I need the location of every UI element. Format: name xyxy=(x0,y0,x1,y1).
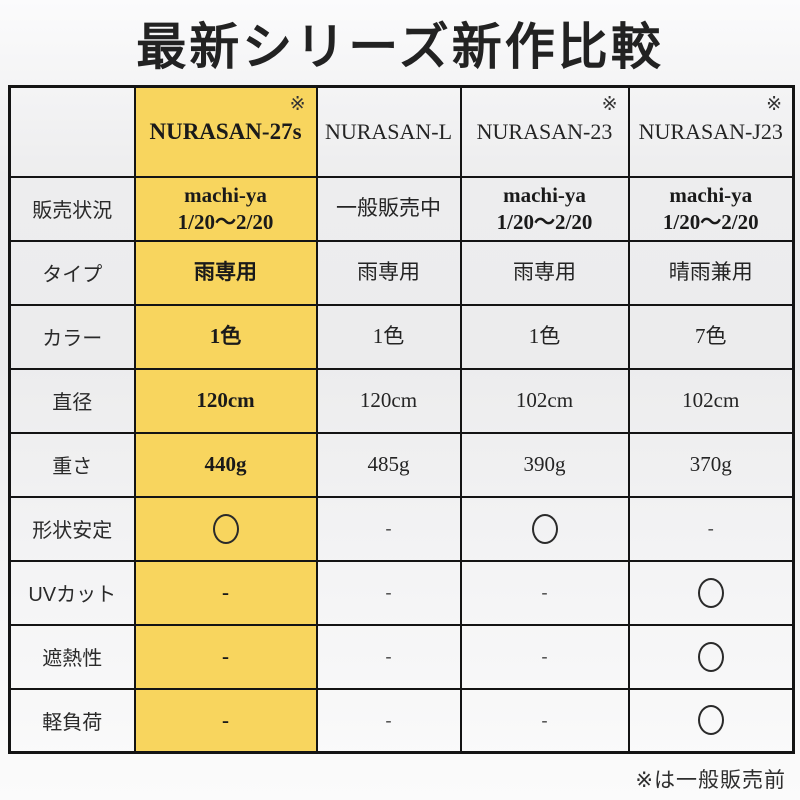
value-cell: 120cm xyxy=(315,367,462,434)
value-cell: 440g xyxy=(133,431,318,498)
product-name: NURASAN-L xyxy=(324,118,453,144)
table-row: カラー 1色 1色 1色 7色 xyxy=(8,303,795,370)
value-cell: - xyxy=(133,559,318,626)
table-row: タイプ 雨専用 雨専用 雨専用 晴雨兼用 xyxy=(8,239,795,306)
value-cell: - xyxy=(459,687,630,754)
circle-mark xyxy=(212,513,239,544)
value-cell xyxy=(627,623,795,690)
value-cell: - xyxy=(459,559,630,626)
row-label: 形状安定 xyxy=(8,495,136,562)
comparison-table: ※ NURASAN-27s NURASAN-L ※ NURASAN-23 ※ NURASAN… xyxy=(8,85,795,754)
table-row: 形状安定 - - xyxy=(8,495,795,562)
row-label: UVカット xyxy=(8,559,136,626)
product-header: ※ NURASAN-J23 xyxy=(627,85,795,178)
table-header: ※ NURASAN-27s NURASAN-L ※ NURASAN-23 ※ NURASAN… xyxy=(8,85,795,178)
circle-mark xyxy=(697,577,724,608)
value-cell: 1色 xyxy=(315,303,462,370)
value-cell: 晴雨兼用 xyxy=(627,239,795,306)
value-cell: - xyxy=(315,559,462,626)
table-row: 軽負荷 - - - xyxy=(8,687,795,754)
table-row: 遮熱性 - - - xyxy=(8,623,795,690)
table-row: 重さ 440g 485g 390g 370g xyxy=(8,431,795,498)
value-cell: - xyxy=(315,623,462,690)
value-cell: 雨専用 xyxy=(315,239,462,306)
product-header: NURASAN-L xyxy=(315,85,462,178)
circle-mark xyxy=(697,705,724,736)
corner-cell xyxy=(8,85,136,178)
circle-mark xyxy=(531,513,558,544)
product-header: ※ NURASAN-27s xyxy=(133,85,318,178)
value-cell: 1色 xyxy=(459,303,630,370)
value-cell: 1色 xyxy=(133,303,318,370)
value-cell: 102cm xyxy=(627,367,795,434)
pre-release-mark: ※ xyxy=(289,94,306,115)
value-cell: - xyxy=(133,687,318,754)
value-cell: - xyxy=(627,495,795,562)
value-cell: 雨専用 xyxy=(459,239,630,306)
value-cell: 102cm xyxy=(459,367,630,434)
product-header: ※ NURASAN-23 xyxy=(459,85,630,178)
row-label: タイプ xyxy=(8,239,136,306)
table-row: UVカット - - - xyxy=(8,559,795,626)
value-cell xyxy=(627,687,795,754)
value-cell xyxy=(133,495,318,562)
value-cell: 7色 xyxy=(627,303,795,370)
product-name: NURASAN-23 xyxy=(476,118,613,144)
row-label: 遮熱性 xyxy=(8,623,136,690)
value-cell: 120cm xyxy=(133,367,318,434)
row-label: 販売状況 xyxy=(8,175,136,242)
row-label: 軽負荷 xyxy=(8,687,136,754)
pre-release-mark: ※ xyxy=(766,94,782,115)
value-cell: - xyxy=(315,687,462,754)
row-label: 重さ xyxy=(8,431,136,498)
table-row: 販売状況 machi-ya 1/20〜2/20 一般販売中 machi-ya 1/20… xyxy=(8,175,795,242)
value-cell: 370g xyxy=(627,431,795,498)
row-label: カラー xyxy=(8,303,136,370)
value-cell xyxy=(627,559,795,626)
value-cell: 390g xyxy=(459,431,630,498)
product-name: NURASAN-27s xyxy=(149,118,302,144)
product-name: NURASAN-J23 xyxy=(638,118,783,144)
value-cell: - xyxy=(459,623,630,690)
table-row: 直径 120cm 120cm 102cm 102cm xyxy=(8,367,795,434)
circle-mark xyxy=(697,641,724,672)
table-body: 販売状況 machi-ya 1/20〜2/20 一般販売中 machi-ya 1/20… xyxy=(8,175,795,754)
value-cell: machi-ya 1/20〜2/20 xyxy=(459,175,630,242)
value-cell: 485g xyxy=(315,431,462,498)
row-label: 直径 xyxy=(8,367,136,434)
value-cell: 雨専用 xyxy=(133,239,318,306)
pre-release-mark: ※ xyxy=(601,94,618,115)
value-cell: - xyxy=(133,623,318,690)
header-row: ※ NURASAN-27s NURASAN-L ※ NURASAN-23 ※ NURASAN… xyxy=(8,85,795,178)
table-wrap: ※ NURASAN-27s NURASAN-L ※ NURASAN-23 ※ NURASAN… xyxy=(8,85,795,754)
value-cell: machi-ya 1/20〜2/20 xyxy=(133,175,318,242)
value-cell xyxy=(459,495,630,562)
footnote: ※は一般販売前 xyxy=(635,769,786,792)
value-cell: machi-ya 1/20〜2/20 xyxy=(627,175,795,242)
value-cell: 一般販売中 xyxy=(315,175,462,242)
page-title: 最新シリーズ新作比較 xyxy=(136,18,664,75)
value-cell: - xyxy=(315,495,462,562)
